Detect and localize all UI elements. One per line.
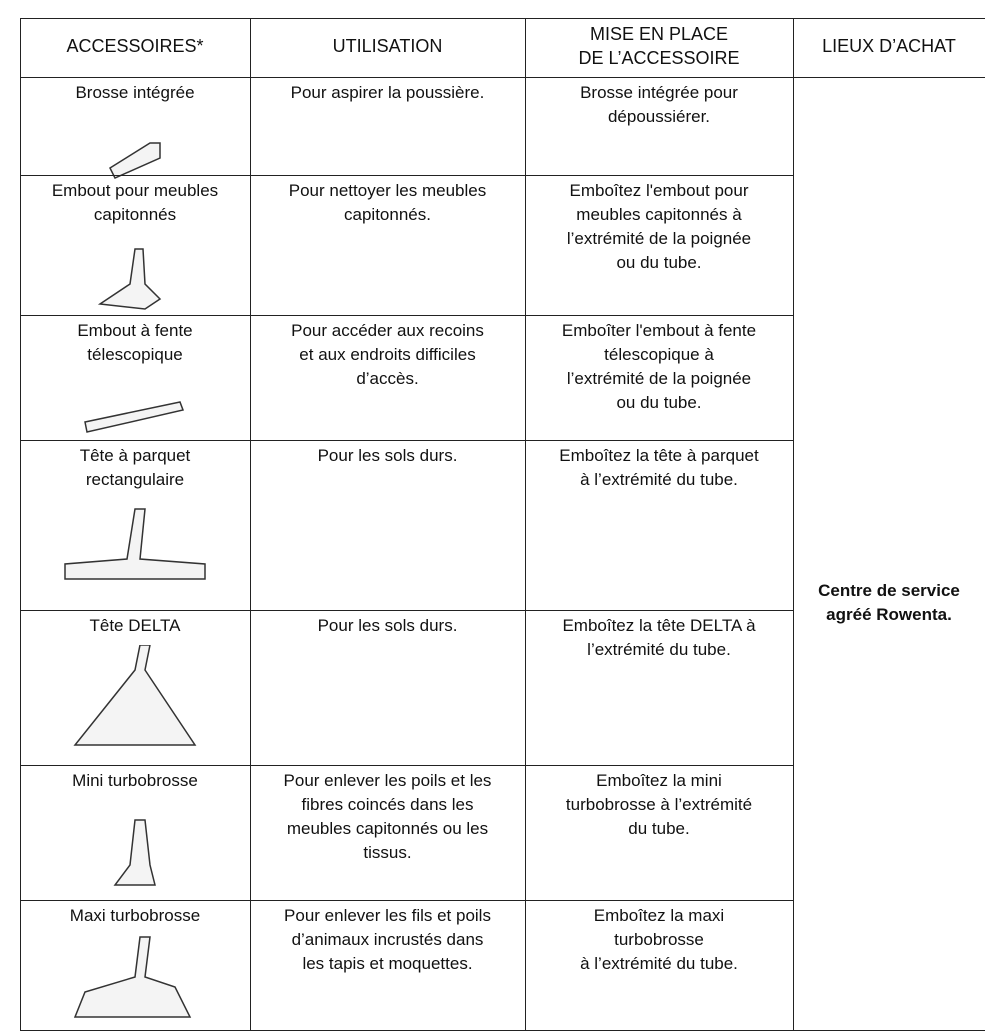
table-cell: Emboîtez la maxi turbobrosse à l’extrémité… [525, 904, 793, 976]
cell-text: agréé Rowenta. [826, 604, 952, 624]
cell-text: Embout à fente [77, 321, 193, 340]
cell-text: Brosse intégrée pour [580, 83, 738, 102]
accessory-icon [84, 400, 185, 433]
cell-text: tissus. [363, 843, 412, 862]
cell-text: turbobrosse [614, 930, 704, 949]
cell-text: et aux endroits difficiles [299, 345, 476, 364]
cell-text: Tête DELTA [89, 616, 181, 635]
cell-text: l’extrémité de la poignée [566, 229, 752, 248]
row-border [20, 77, 985, 78]
cell-text: rectangulaire [85, 470, 185, 489]
cell-text: Pour les sols durs. [317, 446, 458, 465]
table-cell: Pour accéder aux recoins et aux endroits … [250, 319, 525, 391]
cell-text: télescopique [87, 345, 183, 364]
cell-text: Maxi turbobrosse [69, 906, 201, 925]
cell-text: à l’extrémité du tube. [580, 470, 738, 489]
cell-text: ou du tube. [616, 393, 702, 412]
cell-text: l’extrémité du tube. [587, 640, 731, 659]
table-cell: Tête DELTA [20, 614, 250, 638]
cell-text: MISE EN PLACE [589, 24, 729, 44]
cell-text: Pour enlever les poils et les [283, 771, 492, 790]
accessory-icon [97, 248, 162, 310]
table-cell: Pour aspirer la poussière. [250, 81, 525, 105]
cell-text: Emboîtez l'embout pour [569, 181, 749, 200]
cell-text: Pour les sols durs. [317, 616, 458, 635]
accessory-icon [109, 142, 161, 179]
cell-text: Tête à parquet [79, 446, 191, 465]
cell-text: Pour enlever les fils et poils [284, 906, 491, 925]
row-border [20, 900, 794, 901]
table-cell: Emboîtez l'embout pour meubles capitonnés… [525, 179, 793, 275]
cell-text: Mini turbobrosse [72, 771, 198, 790]
table-cell: ACCESSOIRES* [20, 34, 250, 58]
table-cell: Centre de service agréé Rowenta. [793, 579, 985, 627]
table-cell: Emboîtez la mini turbobrosse à l’extrémit… [525, 769, 793, 841]
cell-text: turbobrosse à l’extrémité [565, 795, 753, 814]
cell-text: ACCESSOIRES* [66, 36, 204, 56]
accessory-icon [73, 936, 192, 1018]
cell-text: Pour aspirer la poussière. [290, 83, 485, 102]
table-cell: Tête à parquet rectangulaire [20, 444, 250, 492]
cell-text: capitonnés [93, 205, 177, 224]
accessory-icon [113, 818, 156, 886]
table-cell: Pour enlever les fils et poils d’animaux … [250, 904, 525, 976]
table-cell: Pour enlever les poils et les fibres coin… [250, 769, 525, 865]
column-border [20, 18, 21, 1031]
table-cell: UTILISATION [250, 34, 525, 58]
row-border [20, 175, 794, 176]
cell-text: Emboîter l'embout à fente [561, 321, 757, 340]
table-cell: Emboîtez la tête à parquet à l’extrémité … [525, 444, 793, 492]
table-cell: Mini turbobrosse [20, 769, 250, 793]
cell-text: LIEUX D’ACHAT [822, 36, 956, 56]
cell-text: dépoussiérer. [607, 107, 711, 126]
cell-text: Centre de service [818, 580, 960, 600]
cell-text: Emboîtez la tête DELTA à [562, 616, 756, 635]
cell-text: les tapis et moquettes. [302, 954, 473, 973]
cell-text: du tube. [628, 819, 690, 838]
accessory-icon [64, 508, 206, 580]
row-border [20, 610, 794, 611]
cell-text: Emboîtez la maxi [593, 906, 725, 925]
cell-text: DE L’ACCESSOIRE [578, 48, 740, 68]
cell-text: Emboîtez la mini [596, 771, 722, 790]
cell-text: d’animaux incrustés dans [291, 930, 484, 949]
cell-text: Pour nettoyer les meubles [288, 181, 487, 200]
table-cell: Emboîter l'embout à fente télescopique à l… [525, 319, 793, 415]
table-cell: Emboîtez la tête DELTA à l’extrémité du t… [525, 614, 793, 662]
cell-text: UTILISATION [332, 36, 443, 56]
row-border [20, 440, 794, 441]
table-cell: Maxi turbobrosse [20, 904, 250, 928]
cell-text: meubles capitonnés ou les [286, 819, 489, 838]
table-cell: Brosse intégrée pour dépoussiérer. [525, 81, 793, 129]
column-border [250, 18, 251, 1031]
row-border [20, 18, 985, 19]
row-border [20, 1030, 985, 1031]
cell-text: Brosse intégrée [75, 83, 195, 102]
row-border [20, 765, 794, 766]
cell-text: fibres coincés dans les [301, 795, 474, 814]
cell-text: capitonnés. [344, 205, 431, 224]
table-cell: Brosse intégrée [20, 81, 250, 105]
row-border [20, 315, 794, 316]
table-cell: Pour les sols durs. [250, 444, 525, 468]
cell-text: meubles capitonnés à [576, 205, 742, 224]
cell-text: d’accès. [356, 369, 419, 388]
cell-text: ou du tube. [616, 253, 702, 272]
table-cell: Embout à fente télescopique [20, 319, 250, 367]
cell-text: télescopique à [604, 345, 714, 364]
cell-text: Pour accéder aux recoins [291, 321, 484, 340]
cell-text: l’extrémité de la poignée [566, 369, 752, 388]
table-cell: LIEUX D’ACHAT [793, 34, 985, 58]
table-cell: Pour les sols durs. [250, 614, 525, 638]
cell-text: à l’extrémité du tube. [580, 954, 738, 973]
table-cell: Embout pour meubles capitonnés [20, 179, 250, 227]
cell-text: Embout pour meubles [51, 181, 219, 200]
column-border [793, 18, 794, 1031]
accessory-icon [73, 644, 197, 746]
table-cell: Pour nettoyer les meubles capitonnés. [250, 179, 525, 227]
cell-text: Emboîtez la tête à parquet [559, 446, 759, 465]
column-border [525, 18, 526, 1031]
table-cell: MISE EN PLACE DE L’ACCESSOIRE [525, 22, 793, 70]
